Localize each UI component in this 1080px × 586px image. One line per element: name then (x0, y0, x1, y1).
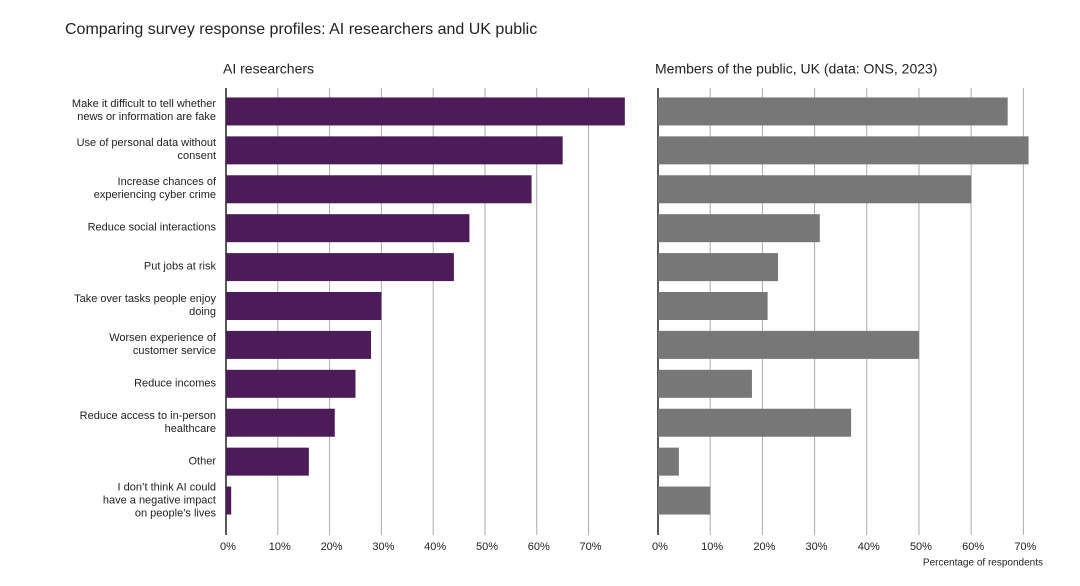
category-label: Put jobs at risk (143, 260, 216, 273)
x-tick-label: 30% (806, 541, 828, 553)
x-tick-label: 40% (424, 541, 446, 553)
bar (226, 97, 625, 126)
x-tick-label: 70% (1014, 541, 1036, 553)
bar (226, 253, 454, 282)
category-label: Increase chances of experiencing cyber c… (93, 176, 216, 202)
x-tick-label: 10% (269, 541, 291, 553)
x-tick-label: 50% (476, 541, 498, 553)
category-label: Reduce access to in-person healthcare (79, 409, 216, 435)
category-label: Take over tasks people enjoy doing (74, 293, 216, 318)
bar (226, 214, 470, 243)
panel-title: Members of the public, UK (data: ONS, 20… (655, 61, 937, 77)
bar (658, 292, 768, 320)
chart-title: Comparing survey response profiles: AI r… (65, 21, 537, 38)
bar (658, 97, 1008, 126)
bar (658, 330, 919, 359)
x-tick-label: 10% (701, 541, 723, 553)
x-axis-label: Percentage of respondents (923, 558, 1043, 569)
bar (226, 408, 335, 437)
bar (658, 253, 779, 282)
bar (226, 136, 563, 165)
x-tick-label: 60% (962, 541, 984, 553)
bar (658, 447, 679, 476)
category-label: Reduce social interactions (87, 221, 216, 234)
panel-title: AI researchers (223, 61, 314, 77)
bar (226, 369, 356, 398)
category-label: Other (188, 455, 216, 468)
bar (226, 292, 382, 320)
x-tick-label: 70% (580, 541, 602, 553)
category-label: Make it difficult to tell whether news o… (71, 98, 216, 124)
x-tick-label: 0% (220, 541, 236, 553)
bar (658, 136, 1029, 165)
x-tick-label: 20% (753, 541, 775, 553)
x-tick-label: 60% (528, 541, 550, 553)
bar (658, 175, 972, 204)
category-label: Reduce incomes (134, 377, 216, 390)
category-label: I don’t think AI could have a negative i… (102, 481, 216, 520)
x-tick-label: 0% (652, 541, 668, 553)
bar (658, 369, 752, 398)
bar (658, 214, 820, 243)
bar (226, 486, 232, 515)
bar (226, 447, 309, 476)
x-tick-label: 50% (910, 541, 932, 553)
category-label: Worsen experience of customer service (109, 331, 216, 357)
x-tick-label: 20% (321, 541, 343, 553)
bar (226, 330, 372, 359)
category-label: Use of personal data without consent (76, 137, 216, 163)
bar (226, 175, 532, 204)
x-tick-label: 40% (858, 541, 880, 553)
x-tick-label: 30% (372, 541, 394, 553)
bar (658, 486, 711, 515)
bar (658, 408, 852, 437)
